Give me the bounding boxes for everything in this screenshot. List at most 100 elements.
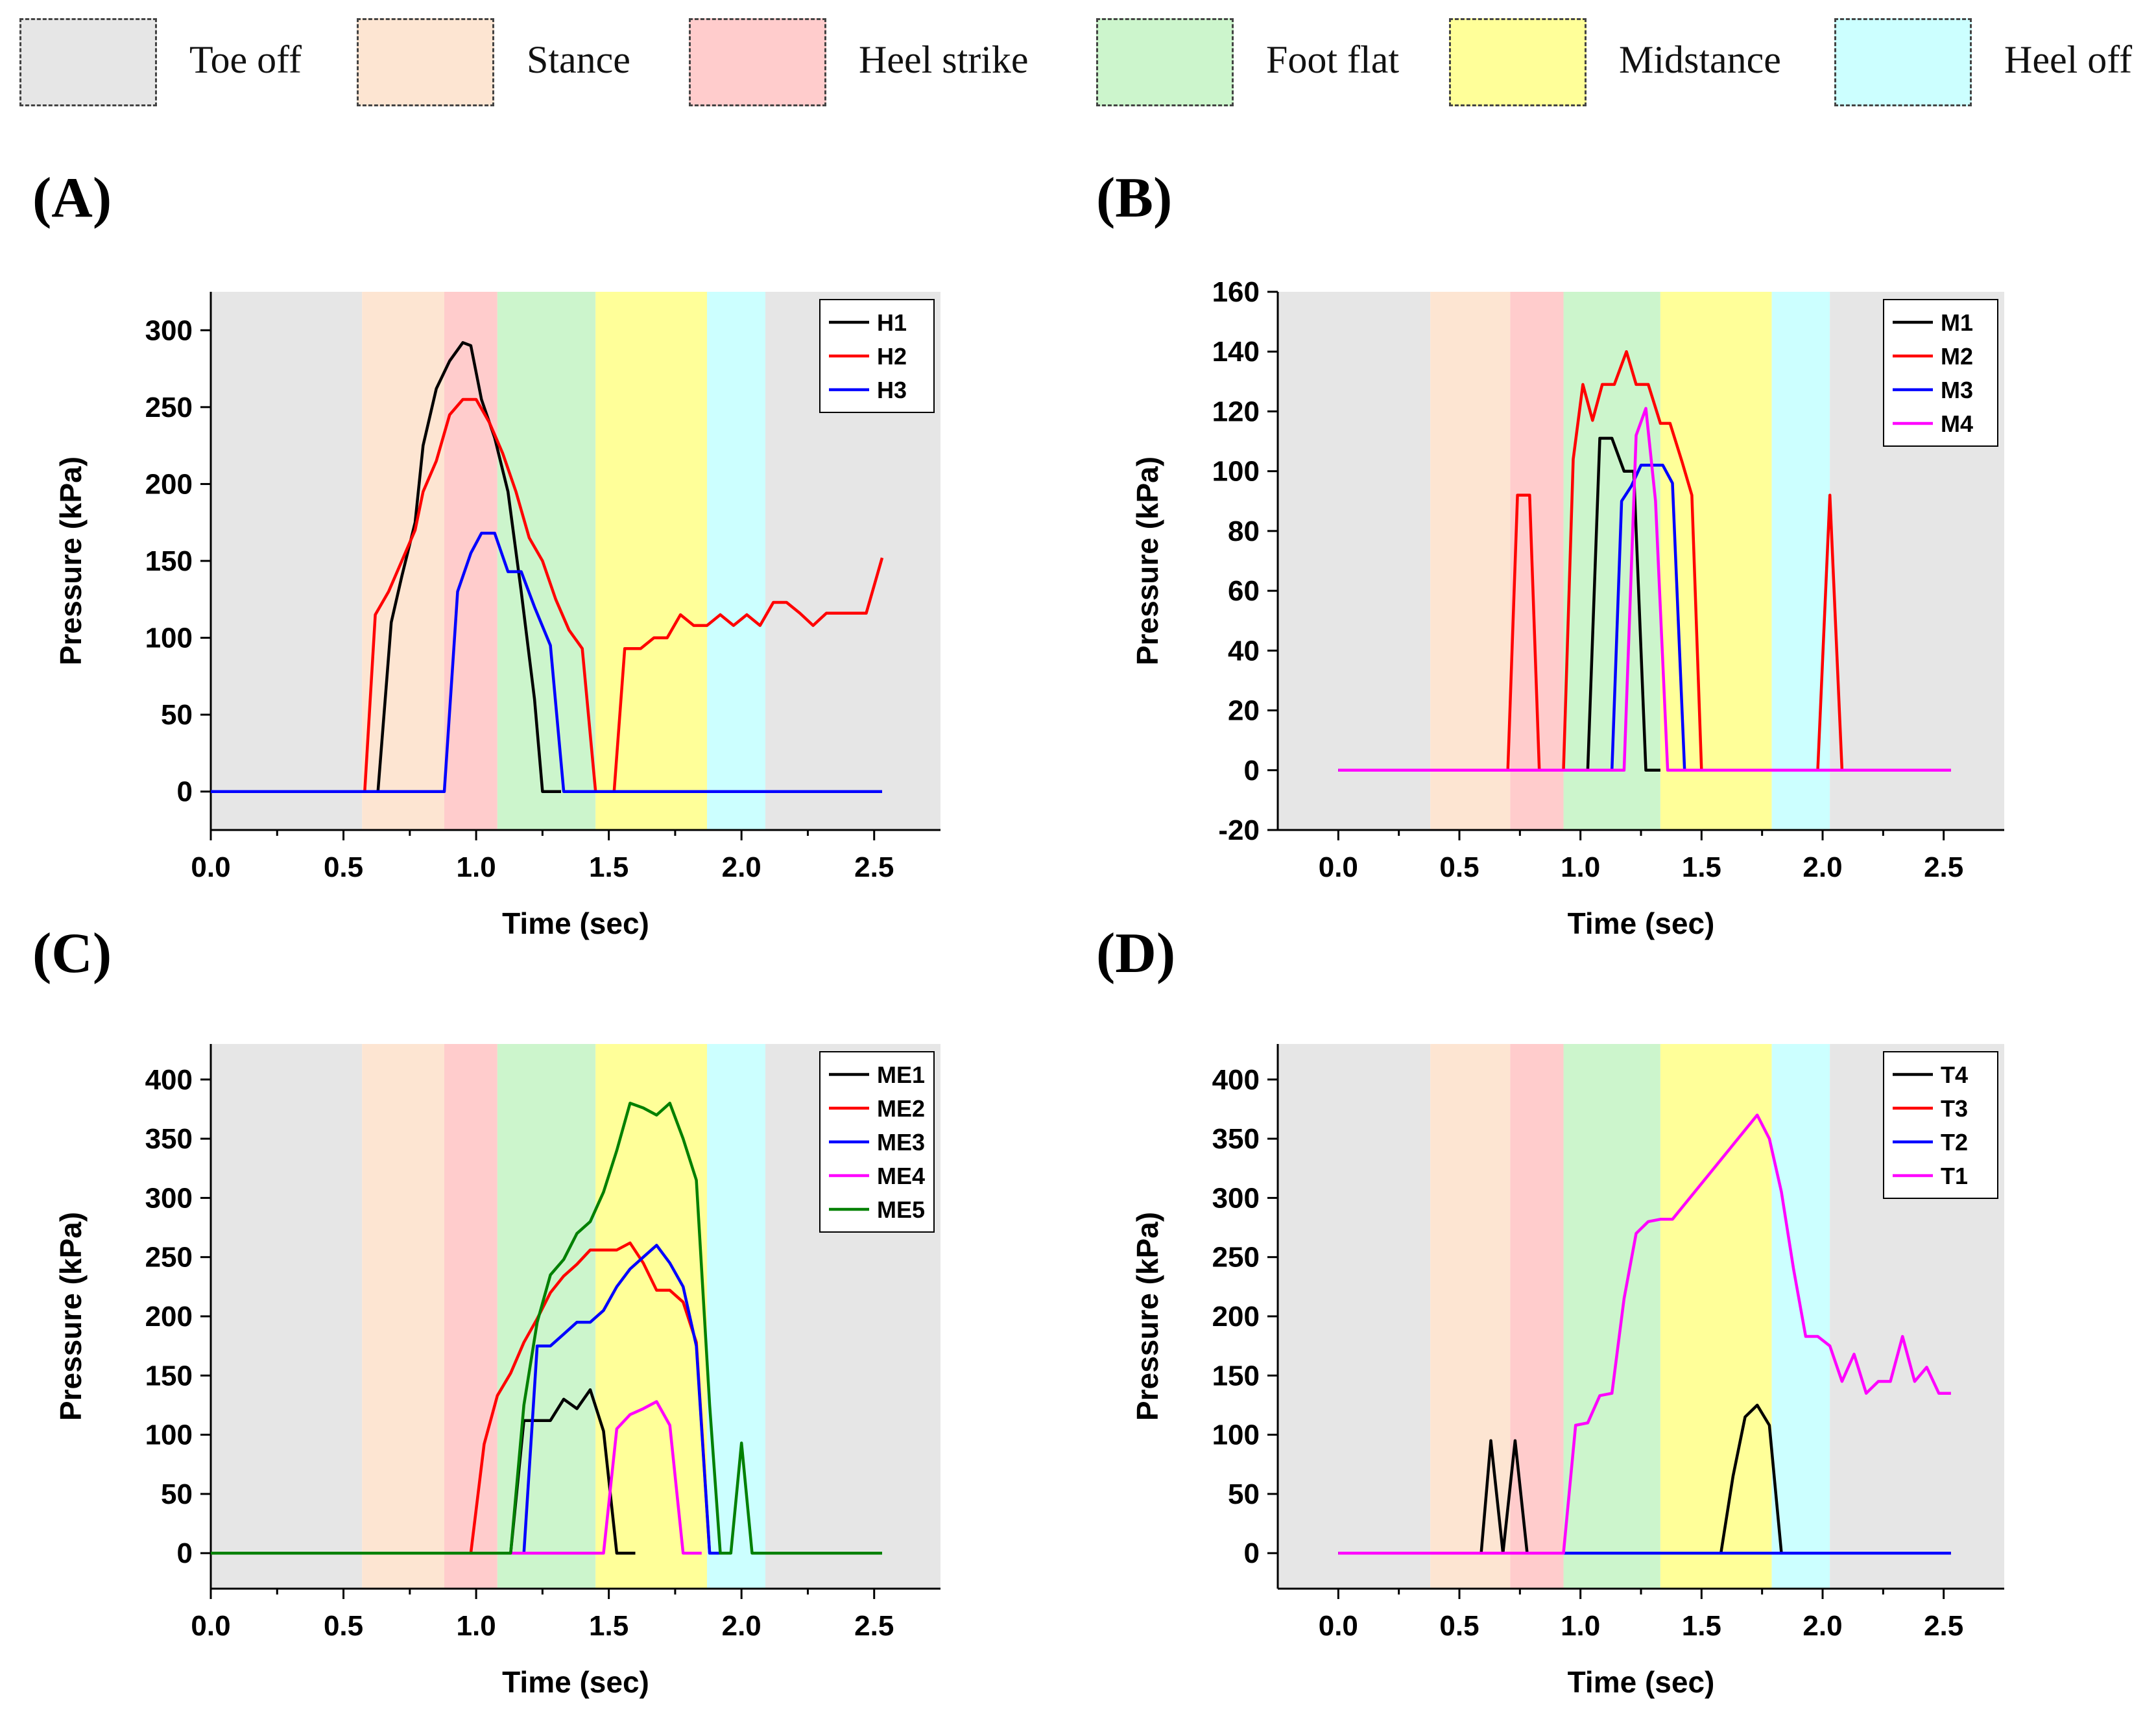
legend-label: H1 [877,309,907,336]
x-tick-label: 1.5 [589,851,629,883]
phase-band-1 [362,1044,444,1589]
y-tick-label: -20 [1218,814,1260,846]
phase-band-0 [211,292,363,830]
y-tick-label: 40 [1228,635,1260,667]
phase-swatch-midstance [1449,18,1587,106]
x-axis-label: Time (sec) [1568,907,1715,940]
x-tick-label: 1.0 [1561,851,1600,883]
y-tick-label: 200 [145,468,193,500]
y-tick-label: 120 [1212,396,1260,427]
x-tick-label: 2.5 [854,851,894,883]
y-tick-label: 50 [161,1478,193,1510]
y-ticks: -20 0 20 40 60 80 100 120 140 160 [1212,276,1278,846]
series-lines [1338,1113,1951,1555]
phase-label-foot-flat: Foot flat [1266,38,1399,81]
x-tick-label: 1.5 [589,1610,629,1642]
chart-legend: H1 H2 H3 [819,299,935,413]
x-tick-label: 0.0 [1319,851,1358,883]
phase-band-0 [1278,1044,1431,1589]
x-tick-label: 0.0 [191,851,230,883]
series-lines [211,341,884,793]
legend-label: M1 [1941,309,1973,336]
phase-swatch-heel-off [1834,18,1972,106]
x-tick-label: 0.5 [1439,1610,1479,1642]
x-ticks: 0.0 0.5 1.0 1.5 2.0 2.5 [191,1589,894,1642]
y-ticks: 0 50 100 150 200 250 300 [145,314,211,808]
x-tick-label: 1.0 [457,851,496,883]
y-tick-label: 0 [177,776,193,808]
panel-d-letter: (D) [1096,922,1176,985]
y-tick-label: 100 [1212,456,1260,488]
x-tick-label: 0.0 [1319,1610,1358,1642]
phase-swatch-heel-strike [689,18,826,106]
chart-c: 0.0 0.5 1.0 1.5 2.0 2.5 0 50 100 150 200 250 300 350 4… [54,1044,940,1699]
x-tick-label: 1.0 [1561,1610,1600,1642]
x-tick-label: 0.5 [324,1610,363,1642]
y-tick-label: 50 [1228,1478,1260,1510]
y-tick-label: 200 [145,1301,193,1333]
x-tick-label: 0.0 [191,1610,230,1642]
y-tick-label: 160 [1212,276,1260,308]
phase-band-3 [497,1044,596,1589]
phase-band-3 [497,292,596,830]
series-lines [211,1102,882,1555]
chart-legend: ME1 ME2 ME3 ME4 ME5 [819,1051,935,1233]
legend-label: M3 [1941,377,1973,403]
x-tick-label: 2.5 [854,1610,894,1642]
phase-band-2 [444,292,497,830]
legend-label: T1 [1941,1163,1968,1189]
y-tick-label: 50 [161,699,193,731]
phase-label-midstance: Midstance [1619,38,1781,81]
series-line-me2 [211,1241,723,1555]
phase-band-0 [1278,292,1431,830]
legend-box [1883,299,1998,447]
y-tick-label: 0 [1244,755,1260,787]
y-tick-label: 100 [145,1419,193,1451]
series-line-m1 [1338,436,1660,772]
series-line-me5 [211,1102,882,1555]
y-axis-label: Pressure (kPa) [1131,1212,1164,1421]
y-tick-label: 250 [145,392,193,423]
series-line-t1 [1338,1113,1951,1555]
y-tick-label: 400 [145,1064,193,1096]
x-tick-label: 1.0 [457,1610,496,1642]
legend-label: T2 [1941,1129,1968,1156]
series-line-me4 [211,1400,702,1555]
phase-swatch-stance [357,18,494,106]
legend-label: ME2 [877,1095,925,1122]
phase-band-6 [707,292,765,830]
y-tick-label: 100 [145,622,193,654]
y-tick-label: 140 [1212,336,1260,368]
chart-d: 0.0 0.5 1.0 1.5 2.0 2.5 0 50 100 150 200 250 300 350 4… [1131,1044,2004,1699]
phase-label-heel-off: Heel off [2004,38,2133,81]
y-axis-label: Pressure (kPa) [54,1212,88,1421]
phase-band-4 [595,292,707,830]
y-ticks: 0 50 100 150 200 250 300 350 400 [1212,1064,1278,1569]
chart-a: 0.0 0.5 1.0 1.5 2.0 2.5 0 50 100 150 200 250 300 Time… [54,292,940,940]
x-tick-label: 0.5 [1439,851,1479,883]
chart-legend: M1 M2 M3 M4 [1883,299,1998,447]
series-line-m3 [1338,464,1697,772]
x-tick-label: 1.5 [1682,851,1721,883]
legend-label: T3 [1941,1095,1968,1122]
series-line-m4 [1338,407,1951,772]
legend-label: ME5 [877,1196,925,1223]
phase-label-heel-strike: Heel strike [859,38,1029,81]
x-tick-label: 2.0 [1803,1610,1842,1642]
y-axis-label: Pressure (kPa) [1131,456,1164,665]
panel-a-letter: (A) [32,167,112,230]
phase-band-3 [1563,1044,1660,1589]
phase-label-toe-off: Toe off [189,38,302,81]
y-tick-label: 0 [177,1537,193,1569]
phase-band-5 [1771,292,1830,830]
x-tick-label: 2.0 [1803,851,1842,883]
y-tick-label: 150 [1212,1360,1260,1392]
y-tick-label: 60 [1228,575,1260,607]
phase-legend: Toe off Stance Heel strike Foot flat Mid… [0,0,2156,123]
x-axis-label: Time (sec) [502,1665,649,1699]
y-tick-label: 300 [145,314,193,346]
y-tick-label: 250 [1212,1242,1260,1274]
y-tick-label: 100 [1212,1419,1260,1451]
y-tick-label: 350 [1212,1123,1260,1155]
x-axis-label: Time (sec) [1568,1665,1715,1699]
